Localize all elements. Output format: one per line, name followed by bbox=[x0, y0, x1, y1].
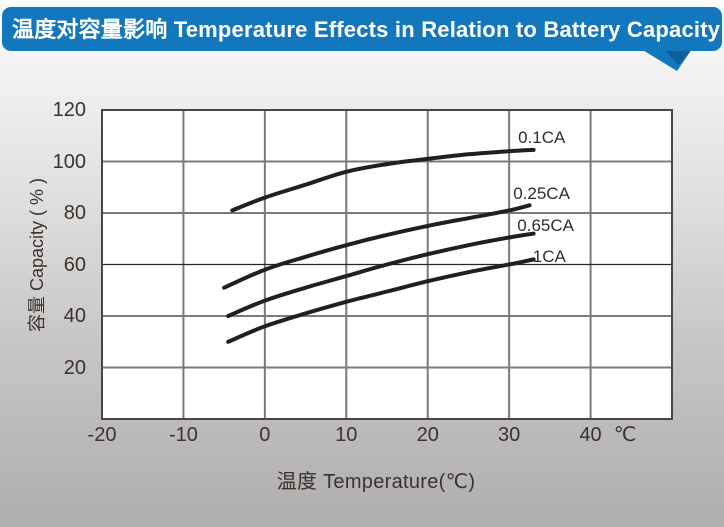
y-tick-label: 40 bbox=[63, 305, 86, 327]
x-tick-label: -20 bbox=[87, 424, 117, 446]
x-tick-label: 10 bbox=[335, 424, 358, 446]
y-tick-label: 120 bbox=[52, 99, 86, 121]
page-title: 温度对容量影响 Temperature Effects in Relation … bbox=[12, 17, 721, 42]
banner-tail-pointer bbox=[641, 49, 692, 71]
curve-1CA bbox=[226, 257, 536, 344]
curve-0.25CA bbox=[222, 203, 532, 290]
y-axis-title: 容量 Capacity ( % ) bbox=[27, 177, 47, 333]
curve-0.1CA bbox=[230, 147, 536, 213]
y-tick-label: 20 bbox=[63, 356, 86, 379]
x-tick-label: 40 bbox=[579, 424, 602, 446]
series-label-0.25CA: 0.25CA bbox=[513, 183, 570, 203]
y-tick-label: 100 bbox=[52, 150, 86, 173]
series-label-0.1CA: 0.1CA bbox=[518, 128, 566, 148]
x-tick-label: -10 bbox=[168, 424, 198, 446]
title-banner: 温度对容量影响 Temperature Effects in Relation … bbox=[2, 7, 722, 51]
y-tick-label: 80 bbox=[63, 202, 86, 224]
x-tick-label: 30 bbox=[498, 424, 521, 446]
plot-border bbox=[101, 109, 673, 420]
x-tick-label: 0 bbox=[259, 424, 271, 446]
curve-0.65CA bbox=[226, 231, 536, 318]
series-label-0.65CA: 0.65CA bbox=[517, 215, 574, 235]
x-axis-title: 温度 Temperature(℃) bbox=[276, 471, 476, 493]
x-axis-unit-label: ℃ bbox=[613, 424, 637, 446]
series-label-1CA: 1CA bbox=[532, 247, 566, 267]
y-tick-label: 60 bbox=[63, 253, 86, 276]
x-tick-label: 20 bbox=[416, 424, 439, 446]
